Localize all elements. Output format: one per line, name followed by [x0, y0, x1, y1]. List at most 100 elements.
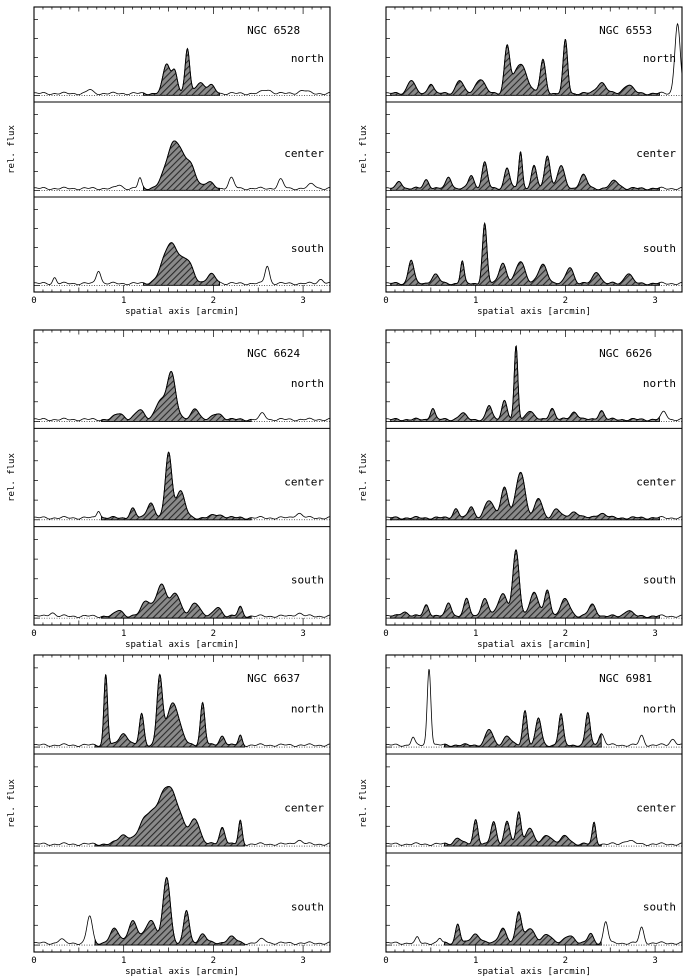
- x-tick-label: 1: [473, 956, 478, 966]
- panel-title: NGC 6637: [247, 672, 300, 685]
- panel-2: north center south NGC 6553 0 1 2 3 spatial axis…: [359, 6, 683, 317]
- x-tick-label: 3: [652, 956, 657, 966]
- x-tick-label: 1: [121, 296, 126, 306]
- shaded-region: [142, 47, 221, 96]
- x-tick-label: 0: [383, 296, 388, 306]
- flux-profile-line: [386, 669, 682, 747]
- flux-profile-line: [34, 451, 330, 520]
- strip-center: center: [386, 427, 682, 521]
- flux-profile-line: [386, 549, 682, 618]
- shaded-region: [443, 811, 602, 847]
- strip-north: north: [386, 19, 682, 96]
- x-tick-label: 3: [300, 629, 305, 639]
- strip-center: center: [386, 753, 682, 847]
- strip-label-south: south: [643, 900, 676, 913]
- strip-label-south: south: [291, 242, 324, 255]
- strip-label-north: north: [643, 52, 676, 65]
- flux-profile-line: [34, 140, 330, 191]
- panel-title: NGC 6626: [599, 347, 652, 360]
- x-tick-label: 3: [652, 629, 657, 639]
- x-tick-label: 0: [31, 956, 36, 966]
- x-tick-label: 0: [31, 629, 36, 639]
- y-axis-label: rel. flux: [7, 125, 17, 174]
- strip-south: south: [386, 852, 682, 946]
- shaded-region: [94, 786, 246, 847]
- x-tick-label: 0: [383, 956, 388, 966]
- panel-6: north center south NGC 6981 0 1 2 3 spatial axis…: [359, 654, 683, 977]
- strip-label-center: center: [636, 801, 676, 814]
- strip-label-north: north: [291, 702, 324, 715]
- panel-title: NGC 6553: [599, 24, 652, 37]
- strip-center: center: [386, 101, 682, 191]
- x-tick-label: 3: [300, 296, 305, 306]
- shaded-region: [389, 39, 661, 96]
- strip-center: center: [34, 427, 330, 521]
- flux-profile-line: [386, 911, 682, 945]
- flux-profile-line: [386, 471, 682, 520]
- x-axis-label: spatial axis [arcmin]: [477, 307, 591, 317]
- x-tick-label: 0: [31, 296, 36, 306]
- y-axis-label: rel. flux: [359, 453, 369, 502]
- flux-profile-line: [386, 345, 682, 422]
- strip-south: south: [386, 196, 682, 286]
- panels-layer: north center south NGC 6528 0 1 2 3 spatial axis…: [7, 6, 683, 977]
- panel-frame: [385, 6, 683, 293]
- x-axis-label: spatial axis [arcmin]: [477, 640, 591, 650]
- strip-north: north: [386, 667, 682, 748]
- shaded-region: [100, 451, 252, 521]
- shaded-region: [389, 471, 661, 521]
- strip-south: south: [386, 526, 682, 619]
- strip-label-south: south: [291, 574, 324, 587]
- flux-profile-line: [34, 370, 330, 422]
- panel-frame: [33, 6, 331, 293]
- x-tick-label: 2: [211, 629, 216, 639]
- strip-center: center: [34, 753, 330, 847]
- x-axis-label: spatial axis [arcmin]: [125, 640, 239, 650]
- flux-profile-line: [386, 222, 682, 286]
- flux-profile-line: [34, 876, 330, 945]
- x-axis-label: spatial axis [arcmin]: [477, 967, 591, 977]
- x-axis-label: spatial axis [arcmin]: [125, 307, 239, 317]
- y-axis-label: rel. flux: [359, 779, 369, 828]
- strip-label-south: south: [643, 574, 676, 587]
- strip-label-north: north: [291, 52, 324, 65]
- panel-5: north center south NGC 6637 0 1 2 3 spatial axis…: [7, 654, 331, 977]
- strip-label-north: north: [291, 377, 324, 390]
- y-axis-label: rel. flux: [7, 453, 17, 502]
- flux-profile-line: [386, 151, 682, 191]
- flux-profile-line: [386, 22, 682, 96]
- strip-label-center: center: [636, 147, 676, 160]
- panel-frame: [385, 329, 683, 626]
- panel-title: NGC 6981: [599, 672, 652, 685]
- shaded-region: [443, 709, 602, 748]
- panel-frame: [385, 654, 683, 953]
- panel-4: north center south NGC 6626 0 1 2 3 spatial axis…: [359, 329, 683, 650]
- strip-north: north: [34, 342, 330, 422]
- x-tick-label: 2: [563, 296, 568, 306]
- strip-label-south: south: [291, 900, 324, 913]
- y-axis-label: rel. flux: [7, 779, 17, 828]
- panel-1: north center south NGC 6528 0 1 2 3 spatial axis…: [7, 6, 331, 317]
- flux-profile-line: [34, 242, 330, 286]
- strip-center: center: [34, 101, 330, 191]
- strip-south: south: [34, 526, 330, 619]
- x-tick-label: 2: [563, 629, 568, 639]
- shaded-region: [142, 140, 221, 191]
- x-tick-label: 3: [652, 296, 657, 306]
- strip-label-center: center: [284, 147, 324, 160]
- strip-label-center: center: [284, 801, 324, 814]
- strip-label-center: center: [284, 475, 324, 488]
- x-axis-label: spatial axis [arcmin]: [125, 967, 239, 977]
- panel-frame: [33, 329, 331, 626]
- shaded-region: [389, 549, 661, 619]
- strip-label-north: north: [643, 702, 676, 715]
- strip-north: north: [386, 342, 682, 422]
- strip-label-south: south: [643, 242, 676, 255]
- flux-profile-line: [34, 673, 330, 747]
- strip-north: north: [34, 667, 330, 748]
- strip-north: north: [34, 19, 330, 96]
- y-axis-label: rel. flux: [359, 125, 369, 174]
- x-tick-label: 3: [300, 956, 305, 966]
- flux-profile-line: [34, 47, 330, 96]
